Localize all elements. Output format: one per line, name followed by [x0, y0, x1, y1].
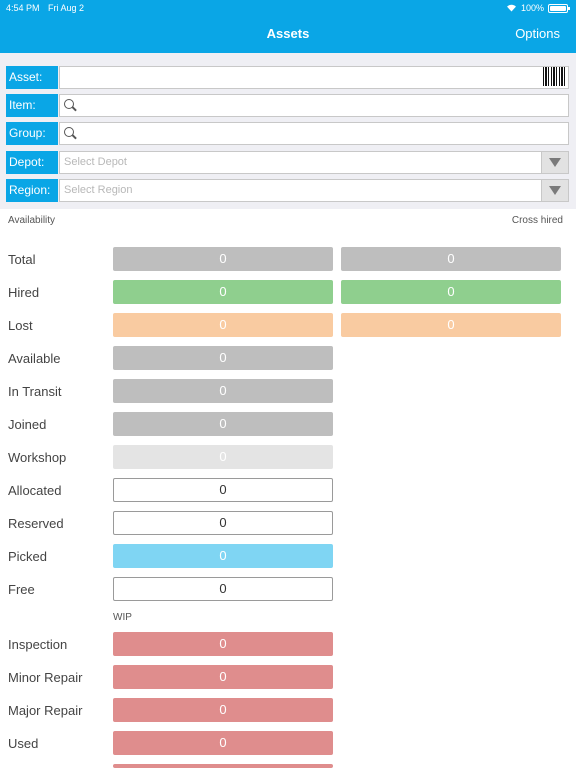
workshop-value[interactable]: 0	[113, 445, 333, 469]
used-value[interactable]: 0	[113, 731, 333, 755]
status-indicators: 100%	[506, 3, 570, 13]
major-repair-label: Major Repair	[8, 703, 83, 718]
search-icon	[64, 99, 74, 109]
asset-label: Asset:	[6, 66, 58, 89]
status-time: 4:54 PM	[6, 3, 40, 13]
app-header: 4:54 PM Fri Aug 2 100% Assets Options	[0, 0, 576, 53]
joined-value[interactable]: 0	[113, 412, 333, 436]
region-label: Region:	[6, 179, 58, 202]
picked-label: Picked	[8, 549, 48, 564]
depot-select[interactable]: Select Depot	[59, 151, 569, 174]
picked-value[interactable]: 0	[113, 544, 333, 568]
availability-heading: Availability	[8, 215, 56, 226]
chevron-down-icon[interactable]	[541, 180, 568, 201]
region-select[interactable]: Select Region	[59, 179, 569, 202]
available-label: Available	[8, 351, 61, 366]
status-date: Fri Aug 2	[48, 3, 85, 13]
in-transit-label: In Transit	[8, 384, 62, 399]
reserved-label: Reserved	[8, 516, 64, 531]
workshop-label: Workshop	[8, 450, 67, 465]
depot-label: Depot:	[6, 151, 58, 174]
item-search-input[interactable]	[59, 94, 569, 117]
lost-cross-hired-value[interactable]: 0	[341, 313, 561, 337]
barcode-icon[interactable]	[543, 67, 567, 86]
allocated-label: Allocated	[8, 483, 62, 498]
inspection-value[interactable]: 0	[113, 632, 333, 656]
total-value[interactable]: 0	[113, 247, 333, 271]
item-filter-row: Item:	[6, 94, 569, 117]
major-repair-value[interactable]: 0	[113, 698, 333, 722]
used-label: Used	[8, 736, 39, 751]
page-title: Assets	[266, 26, 310, 41]
depot-placeholder: Select Depot	[64, 156, 127, 168]
minor-repair-value[interactable]: 0	[113, 665, 333, 689]
total-label: Total	[8, 252, 36, 267]
options-button[interactable]: Options	[515, 26, 560, 41]
group-search-input[interactable]	[59, 122, 569, 145]
in-transit-value[interactable]: 0	[113, 379, 333, 403]
depot-filter-row: Depot: Select Depot	[6, 151, 569, 174]
region-placeholder: Select Region	[64, 184, 133, 196]
minor-repair-label: Minor Repair	[8, 670, 83, 685]
available-value[interactable]: 0	[113, 346, 333, 370]
group-label: Group:	[6, 122, 58, 145]
region-filter-row: Region: Select Region	[6, 179, 569, 202]
item-label: Item:	[6, 94, 58, 117]
next-row-value-partial	[113, 764, 333, 768]
wifi-icon	[507, 4, 516, 12]
cross-hired-heading: Cross hired	[511, 215, 563, 226]
hired-label: Hired	[8, 285, 40, 300]
status-bar: 4:54 PM Fri Aug 2 100%	[0, 0, 576, 16]
group-filter-row: Group:	[6, 122, 569, 145]
wip-heading: WIP	[113, 612, 132, 623]
hired-cross-hired-value[interactable]: 0	[341, 280, 561, 304]
battery-icon	[548, 3, 570, 13]
free-label: Free	[8, 582, 35, 597]
filter-panel: Asset: Item: Group: Depot: Select Depot …	[0, 53, 576, 209]
asset-filter-row: Asset:	[6, 66, 569, 89]
total-cross-hired-value[interactable]: 0	[341, 247, 561, 271]
lost-label: Lost	[8, 318, 33, 333]
search-icon	[64, 127, 74, 137]
chevron-down-icon[interactable]	[541, 152, 568, 173]
joined-label: Joined	[8, 417, 47, 432]
hired-value[interactable]: 0	[113, 280, 333, 304]
inspection-label: Inspection	[8, 637, 68, 652]
reserved-value[interactable]: 0	[113, 511, 333, 535]
battery-percent: 100%	[520, 3, 544, 13]
lost-value[interactable]: 0	[113, 313, 333, 337]
free-value[interactable]: 0	[113, 577, 333, 601]
asset-input[interactable]	[59, 66, 569, 89]
allocated-value[interactable]: 0	[113, 478, 333, 502]
